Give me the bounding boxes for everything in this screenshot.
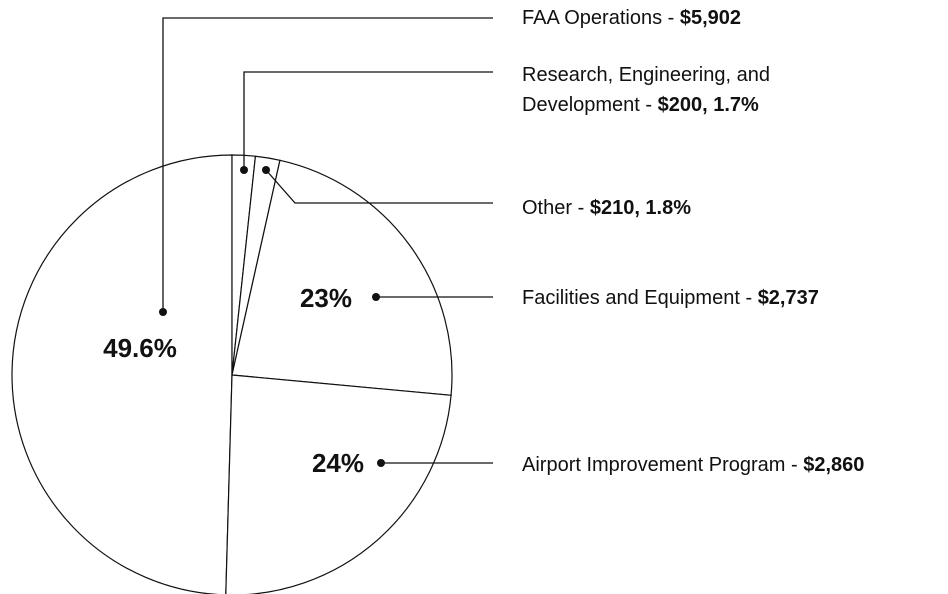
callout-label: Research, Engineering, and Development -… xyxy=(522,60,852,120)
slice-percent-label: 23% xyxy=(300,283,352,313)
leader-dot xyxy=(262,166,270,174)
amount: $2,737 xyxy=(757,287,819,309)
pie-slice xyxy=(231,159,453,396)
category-name: Airport Improvement Program xyxy=(522,454,786,476)
category-name: Other xyxy=(522,197,573,219)
leader-line xyxy=(162,17,493,312)
callout-label: FAA Operations - $5,902 xyxy=(522,3,942,33)
separator: - xyxy=(577,197,585,219)
leader-dot xyxy=(159,308,167,316)
category-name: FAA Operations xyxy=(522,7,663,29)
leader-line xyxy=(265,169,493,204)
pie-slice xyxy=(11,154,233,594)
amount: $210, 1.8% xyxy=(589,197,692,219)
amount: $2,860 xyxy=(803,454,865,476)
leader-line xyxy=(243,71,493,170)
separator: - xyxy=(645,94,653,116)
callout-label: Airport Improvement Program - $2,860 xyxy=(522,450,946,480)
category-name: Facilities and Equipment xyxy=(522,287,740,309)
separator: - xyxy=(745,287,753,309)
leader-dot xyxy=(377,459,385,467)
leader-dot xyxy=(372,293,380,301)
slice-percent-label: 49.6% xyxy=(103,333,177,363)
slice-percent-label: 24% xyxy=(312,448,364,478)
separator: - xyxy=(790,454,798,476)
callout-label: Facilities and Equipment - $2,737 xyxy=(522,283,942,313)
separator: - xyxy=(667,7,675,29)
pie-slice xyxy=(225,374,452,594)
callout-label: Other - $210, 1.8% xyxy=(522,193,942,223)
category-name: Research, Engineering, and Development xyxy=(522,64,770,116)
leader-dot xyxy=(240,166,248,174)
amount: $5,902 xyxy=(679,7,742,29)
amount: $200, 1.7% xyxy=(657,94,759,116)
